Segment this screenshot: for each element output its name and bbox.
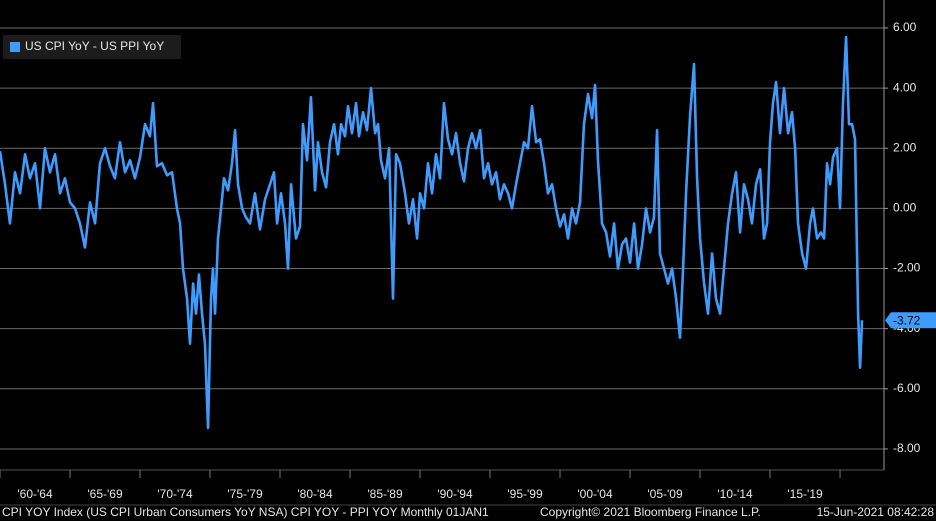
y-tick-label: 6.00	[893, 20, 917, 34]
x-tick-label: '65-'69	[87, 487, 123, 501]
y-tick-label: -8.00	[893, 441, 921, 455]
y-tick-label: -6.00	[893, 381, 921, 395]
x-tick-label: '05-'09	[647, 487, 683, 501]
x-tick-label: '95-'99	[507, 487, 543, 501]
last-value-box	[885, 312, 936, 329]
legend-label: US CPI YoY - US PPI YoY	[25, 39, 164, 53]
x-tick-label: '80-'84	[297, 487, 333, 501]
x-tick-label: '85-'89	[367, 487, 403, 501]
y-tick-label: -2.00	[893, 261, 921, 275]
y-tick-label: 0.00	[893, 201, 917, 215]
x-tick-label: '10-'14	[717, 487, 753, 501]
legend-swatch	[10, 42, 20, 52]
data-line	[0, 35, 864, 430]
legend-box	[3, 35, 181, 59]
legend: US CPI YoY - US PPI YoY	[3, 35, 181, 59]
footer-timestamp: 15-Jun-2021 08:42:28	[817, 505, 935, 519]
y-tick-label: 4.00	[893, 80, 917, 94]
footer-description: CPI YOY Index (US CPI Urban Consumers Yo…	[2, 505, 489, 519]
x-tick-label: '70-'74	[157, 487, 193, 501]
x-tick-label: '15-'19	[787, 487, 823, 501]
plot	[0, 35, 864, 430]
footer-copyright: Copyright© 2021 Bloomberg Finance L.P.	[540, 505, 761, 519]
y-tick-label: 2.00	[893, 140, 917, 154]
x-tick-label: '90-'94	[437, 487, 473, 501]
x-tick-label: '00-'04	[577, 487, 613, 501]
last-value-label: -3.72	[893, 313, 921, 327]
x-tick-label: '75-'79	[227, 487, 263, 501]
x-tick-label: '60-'64	[17, 487, 53, 501]
